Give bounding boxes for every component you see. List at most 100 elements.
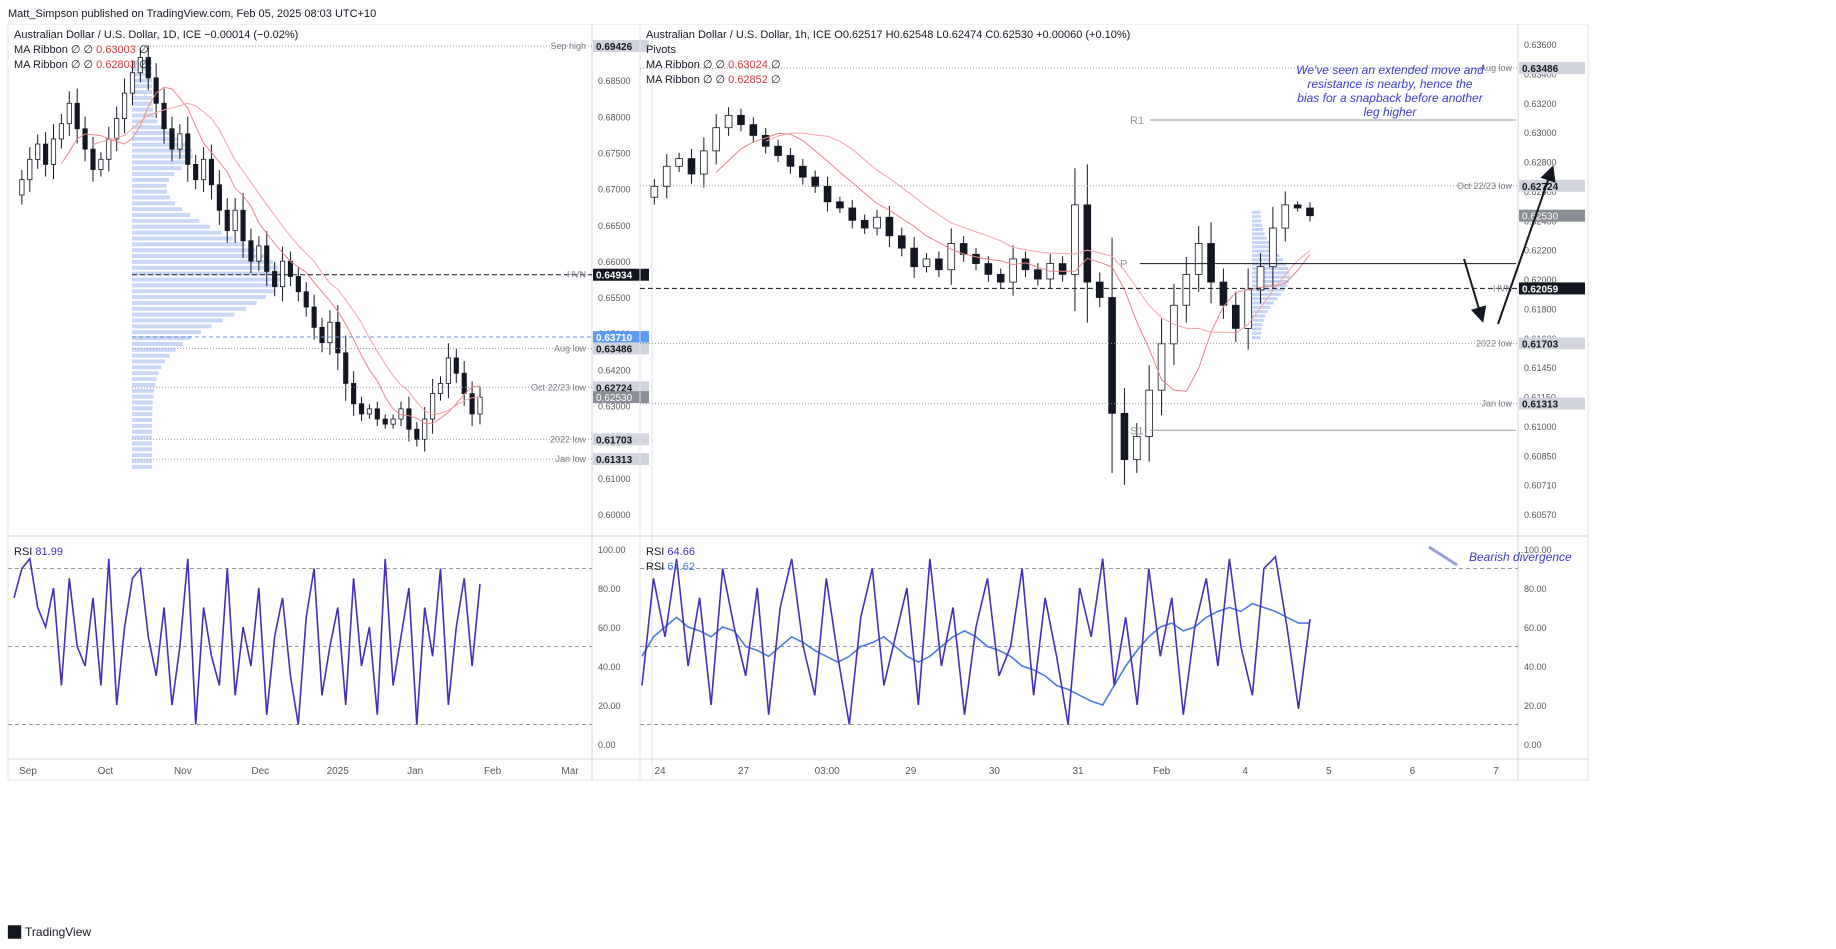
candle-body [90, 148, 96, 170]
y-tick-label: 0.60850 [1524, 451, 1557, 461]
volume-profile-bar [1252, 249, 1276, 253]
candle-body [1034, 269, 1042, 280]
ma-legend: MA Ribbon ∅ ∅ 0.62852 ∅ [646, 74, 781, 86]
volume-profile-bar [132, 84, 153, 89]
level-tag-text: 0.63486 [596, 344, 633, 355]
candle-body [106, 138, 112, 160]
volume-profile-bar [132, 95, 153, 100]
ma-ribbon-line [765, 132, 1311, 334]
candle-body [422, 418, 428, 440]
candle-body [114, 118, 120, 140]
candle-body [712, 127, 721, 152]
price-level-tag [593, 391, 649, 404]
candle-body [1083, 204, 1092, 283]
indicator-label: Pivots [646, 44, 676, 56]
level-tag [1519, 397, 1585, 410]
candle-body [799, 165, 807, 178]
candle-body [724, 114, 733, 129]
candle-body [823, 185, 832, 203]
candle-body [1269, 227, 1277, 268]
pivot-label: P [1120, 259, 1127, 271]
y-tick-label: 0.60000 [598, 510, 631, 520]
volume-profile-bar [1252, 301, 1274, 305]
candle-body [836, 201, 844, 209]
volume-profile-bar [132, 441, 153, 446]
volume-profile-bar [1252, 336, 1261, 340]
candle-body [1157, 343, 1166, 391]
chart-title: Australian Dollar / U.S. Dollar, 1h, ICE… [646, 29, 1130, 41]
x-tick-label: 24 [654, 766, 666, 777]
y-tick-label: 0.68000 [598, 112, 631, 122]
level-label: 2022 low [1476, 338, 1513, 348]
x-tick-label: 4 [1242, 766, 1248, 777]
candle-body [1021, 258, 1030, 271]
level-tag-text: 0.61313 [1522, 400, 1559, 411]
volume-profile-bar [132, 148, 193, 153]
volume-profile-bar [132, 201, 176, 206]
x-tick-label: Feb [484, 766, 502, 777]
candle-body [1108, 297, 1116, 414]
left-chart-panel: 0.690000.685000.680000.675000.670000.665… [7, 24, 653, 781]
candle-body [335, 321, 341, 354]
level-label: HVN [567, 270, 586, 280]
level-tag-text: 0.63486 [1522, 64, 1559, 75]
x-tick-label: 7 [1493, 766, 1499, 777]
volume-profile-bar [132, 435, 153, 440]
level-tag-text: 0.64934 [596, 271, 633, 282]
x-tick-label: 5 [1326, 766, 1332, 777]
candle-body [208, 158, 215, 186]
ma-legend: MA Ribbon ∅ ∅ 0.62803 ∅ [14, 59, 149, 71]
candle-body [74, 102, 80, 130]
rsi-line [13, 556, 481, 725]
y-tick-label: 0.67000 [598, 185, 631, 195]
level-label: Aug low [1480, 63, 1513, 73]
volume-profile-bar [132, 218, 200, 223]
volume-profile-bar [132, 195, 171, 200]
volume-profile-bar [1252, 241, 1270, 245]
level-label: HVN [1493, 283, 1512, 293]
volume-profile-bar [132, 289, 274, 294]
candle-body [1281, 204, 1290, 229]
footer-brand: TradingView [25, 925, 92, 939]
y-tick-label: 0.63400 [1524, 69, 1557, 79]
candle-body [287, 260, 294, 277]
volume-profile-bar [132, 318, 223, 323]
volume-profile-bar [132, 341, 183, 346]
volume-profile-bar [132, 271, 282, 276]
volume-profile-bar [132, 189, 168, 194]
volume-profile-bar [132, 136, 179, 141]
volume-profile-bar [1252, 284, 1288, 288]
volume-profile-bar [1252, 288, 1285, 292]
candle-body [200, 158, 207, 181]
x-tick-label: Feb [1153, 766, 1171, 777]
candle-body [327, 321, 333, 344]
y-tick-label: 0.63600 [1524, 40, 1557, 50]
level-tag [593, 342, 649, 355]
candle-body [1219, 281, 1228, 306]
volume-profile-bar [132, 453, 153, 458]
x-tick-label: Oct [98, 766, 114, 777]
volume-profile-bar [1252, 228, 1264, 232]
volume-profile-bar [132, 177, 169, 182]
volume-profile-bar [132, 230, 222, 235]
y-tick-label: 0.65500 [598, 293, 631, 303]
candle-body [662, 165, 671, 187]
volume-profile-bar [132, 382, 156, 387]
volume-profile-bar [132, 183, 167, 188]
right-chart-panel: 0.63600 0.63400 0.63200 0.63000 0.62800 0.626… [639, 24, 1589, 781]
rsi-tick-label: 80.00 [598, 584, 621, 594]
volume-profile-bar [132, 330, 201, 335]
volume-profile-bar [132, 125, 163, 130]
volume-profile-bar [1252, 245, 1273, 249]
volume-profile-bar [132, 248, 256, 253]
annotation-text: bias for a snapback before another [1297, 91, 1483, 105]
volume-profile-bar [132, 283, 280, 288]
candle-body [430, 393, 436, 420]
y-tick-label: 0.63200 [1524, 99, 1557, 109]
volume-profile-bar [1252, 297, 1278, 301]
chart-title: Australian Dollar / U.S. Dollar, 1D, ICE… [14, 29, 298, 41]
level-tag-text: 0.61703 [596, 435, 633, 446]
candle-body [1256, 266, 1265, 291]
charts-canvas[interactable]: 0.690000.685000.680000.675000.670000.665… [0, 24, 1836, 944]
candle-body [811, 176, 819, 187]
